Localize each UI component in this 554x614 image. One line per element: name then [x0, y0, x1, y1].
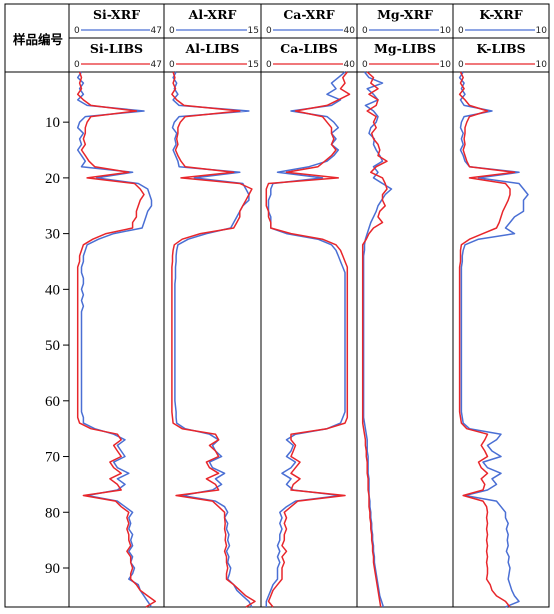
- xrf-curve-ca: [265, 71, 346, 607]
- xrf-scale-min: 0: [74, 26, 80, 36]
- y-tick-label: 60: [45, 394, 60, 410]
- y-tick-label: 80: [45, 505, 60, 521]
- y-tick-label: 40: [45, 282, 60, 298]
- track-xrf-title: Ca-XRF: [283, 7, 334, 22]
- xrf-scale-max: 10: [440, 26, 452, 36]
- libs-scale-min: 0: [169, 60, 175, 70]
- libs-scale-max: 40: [344, 60, 356, 70]
- chart-frame: [4, 3, 550, 608]
- xrf-scale-max: 10: [536, 26, 548, 36]
- xrf-scale-min: 0: [169, 26, 175, 36]
- track-libs-title: Mg-LIBS: [374, 41, 436, 56]
- libs-curve-mg: [361, 71, 388, 608]
- libs-scale-min: 0: [458, 60, 464, 70]
- track-xrf-title: Si-XRF: [93, 7, 140, 22]
- libs-scale-max: 47: [151, 60, 162, 70]
- depth-axis: 10 20 30 40 50 60 70 80 90: [45, 115, 69, 577]
- libs-scale-max: 10: [536, 60, 548, 70]
- track-libs-title: Al-LIBS: [185, 41, 240, 56]
- track-libs-title: Ca-LIBS: [280, 41, 337, 56]
- y-tick-label: 20: [45, 171, 60, 187]
- outer-border: [4, 3, 550, 608]
- xrf-scale-max: 40: [344, 26, 356, 36]
- track-curves: [76, 71, 529, 608]
- libs-scale-min: 0: [74, 60, 80, 70]
- track-xrf-title: Mg-XRF: [377, 7, 433, 22]
- y-tick-label: 70: [45, 450, 60, 466]
- track-xrf-title: K-XRF: [479, 7, 522, 22]
- libs-curve-si: [76, 71, 157, 608]
- libs-scale-max: 10: [440, 60, 452, 70]
- y-tick-label: 30: [45, 227, 60, 243]
- xrf-curve-k: [458, 71, 529, 608]
- libs-scale-max: 15: [248, 60, 259, 70]
- xrf-scale-max: 15: [248, 26, 259, 36]
- libs-curve-k: [458, 71, 516, 608]
- libs-scale-min: 0: [362, 60, 368, 70]
- xrf-curve-mg: [362, 71, 393, 608]
- xrf-scale-max: 47: [151, 26, 162, 36]
- track-libs-title: Si-LIBS: [90, 41, 143, 56]
- xrf-scale-min: 0: [362, 26, 368, 36]
- track-libs-title: K-LIBS: [476, 41, 525, 56]
- libs-scale-min: 0: [266, 60, 272, 70]
- y-tick-label: 90: [45, 561, 60, 577]
- libs-curve-ca: [265, 71, 351, 608]
- y-axis-title: 样品编号: [13, 32, 63, 47]
- xrf-scale-min: 0: [266, 26, 272, 36]
- track-headers: 样品编号 Si-XRF 0 47 Si-LIBS 0 47 Al-XRF 0 15 Al-LIBS 0…: [13, 7, 547, 70]
- libs-curve-al: [171, 71, 256, 608]
- xrf-curve-si: [76, 71, 153, 608]
- track-xrf-title: Al-XRF: [188, 7, 237, 22]
- xrf-scale-min: 0: [458, 26, 464, 36]
- y-tick-label: 10: [45, 115, 60, 131]
- y-tick-label: 50: [45, 338, 60, 354]
